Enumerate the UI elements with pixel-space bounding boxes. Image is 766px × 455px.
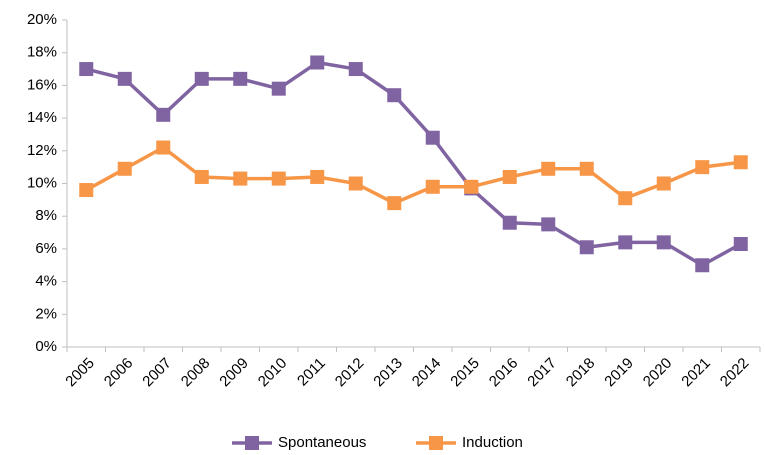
point-marker (502, 215, 517, 230)
point-marker (271, 171, 286, 186)
point-marker (310, 169, 325, 184)
point-marker (387, 196, 402, 211)
x-tick-label: 2005 (62, 355, 98, 391)
point-marker (541, 217, 556, 232)
x-tick-label: 2015 (447, 355, 483, 391)
point-marker (425, 130, 440, 145)
y-tick-label: 10% (27, 174, 57, 191)
y-tick-label: 16% (27, 76, 57, 93)
point-marker (425, 179, 440, 194)
point-marker (348, 176, 363, 191)
point-marker (233, 71, 248, 86)
point-marker (579, 161, 594, 176)
y-tick-label: 18% (27, 44, 57, 61)
series-line (85, 145, 741, 205)
y-tick-label: 20% (27, 11, 57, 28)
legend-marker (429, 436, 443, 450)
point-marker (117, 71, 132, 86)
x-tick-label: 2020 (640, 355, 676, 391)
y-tick-label: 12% (27, 142, 57, 159)
point-marker (233, 171, 248, 186)
point-marker (194, 169, 209, 184)
x-tick-label: 2018 (563, 355, 599, 391)
point-marker (579, 240, 594, 255)
point-marker (194, 71, 209, 86)
point-marker (387, 88, 402, 103)
x-tick-label: 2017 (524, 355, 560, 391)
x-tick-label: 2010 (255, 355, 291, 391)
y-tick-label: 6% (35, 240, 57, 257)
point-marker (79, 62, 94, 77)
x-tick-label: 2007 (139, 355, 175, 391)
x-tick-label: 2011 (294, 355, 329, 390)
x-tick-label: 2021 (678, 355, 714, 391)
point-marker (733, 155, 748, 170)
point-marker (695, 160, 710, 175)
point-marker (733, 236, 748, 251)
point-marker (618, 235, 633, 250)
point-marker (502, 169, 517, 184)
y-tick-label: 0% (35, 338, 57, 355)
x-tick-label: 2008 (178, 355, 214, 391)
point-marker (464, 179, 479, 194)
x-tick-label: 2014 (409, 355, 445, 391)
legend-label: Induction (462, 434, 523, 451)
x-tick-label: 2016 (486, 355, 522, 391)
y-tick-label: 8% (35, 207, 57, 224)
y-tick-label: 2% (35, 305, 57, 322)
legend-label: Spontaneous (278, 434, 366, 451)
point-marker (79, 183, 94, 198)
y-tick-label: 14% (27, 109, 57, 126)
point-marker (271, 81, 286, 96)
x-tick-label: 2012 (332, 355, 368, 391)
point-marker (117, 161, 132, 176)
point-marker (541, 161, 556, 176)
y-tick-label: 4% (35, 273, 57, 290)
point-marker (156, 140, 171, 155)
x-tick-label: 2009 (216, 355, 252, 391)
x-tick-label: 2013 (370, 355, 406, 391)
point-marker (156, 107, 171, 122)
x-tick-label: 2019 (601, 355, 637, 391)
x-tick-label: 2022 (717, 355, 753, 391)
point-marker (695, 258, 710, 273)
x-tick-label: 2006 (101, 355, 137, 391)
point-marker (656, 176, 671, 191)
point-marker (348, 62, 363, 77)
point-marker (310, 55, 325, 70)
point-marker (618, 191, 633, 206)
point-marker (656, 235, 671, 250)
legend-marker (245, 436, 259, 450)
